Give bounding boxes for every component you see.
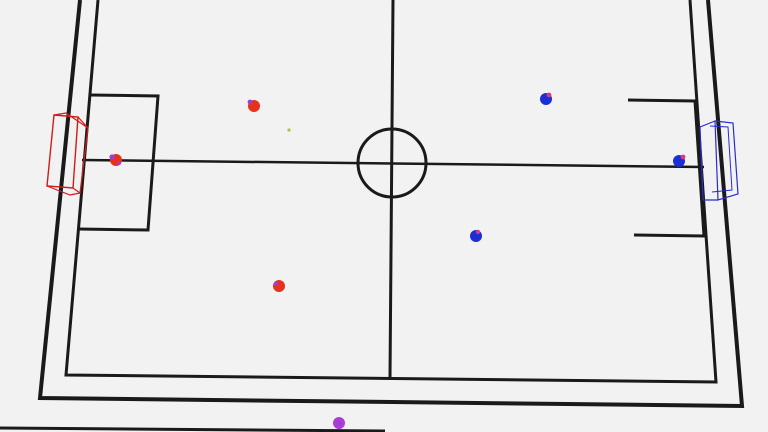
penalty-box-left — [78, 93, 160, 232]
center-circle — [356, 127, 428, 199]
blue-goal — [699, 120, 739, 201]
blue-robot-icon — [673, 154, 686, 167]
ball-icon — [287, 128, 291, 132]
spare-robot-icon — [333, 417, 345, 429]
halfway-line — [388, 0, 395, 379]
blue-robot-icon — [540, 92, 552, 105]
red-goal — [46, 112, 89, 196]
red-robot-icon — [109, 154, 122, 166]
outer-boundary — [37, 0, 745, 409]
penalty-box-right — [627, 98, 706, 238]
blue-robot-icon — [470, 229, 482, 242]
center-line-horizontal — [81, 158, 705, 169]
red-robot-icon — [273, 280, 285, 292]
red-robot-icon — [247, 99, 260, 112]
touchline-foreground — [0, 426, 386, 432]
